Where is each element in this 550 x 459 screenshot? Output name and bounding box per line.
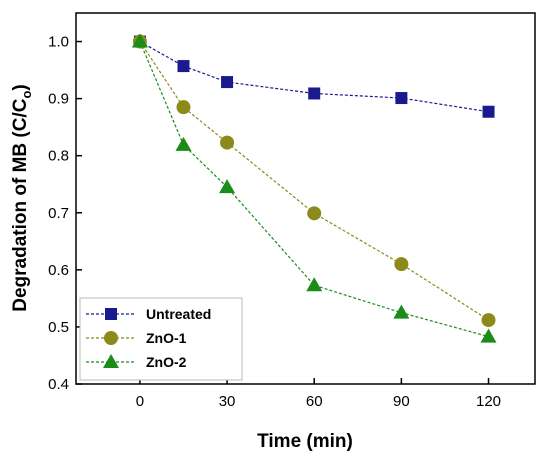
- x-tick-label: 90: [393, 393, 410, 410]
- data-point-untreated: [482, 105, 495, 118]
- data-point-zno-2: [175, 136, 192, 151]
- data-point-zno-2: [131, 33, 148, 48]
- y-axis-title-subscript: o: [19, 91, 34, 99]
- data-point-untreated: [177, 60, 190, 73]
- y-tick-label: 0.8: [48, 148, 69, 165]
- x-tick-label: 60: [306, 393, 323, 410]
- series-layer: [131, 33, 497, 343]
- y-tick-label: 0.9: [48, 91, 69, 108]
- y-axis-title: Degradation of MB (C/Co): [10, 84, 34, 312]
- legend-label: ZnO-2: [146, 354, 187, 370]
- x-tick-label: 120: [476, 393, 501, 410]
- x-tick-label: 0: [136, 393, 144, 410]
- data-point-zno-2: [480, 328, 497, 343]
- data-point-zno-1: [481, 313, 496, 328]
- data-point-zno-1: [394, 257, 409, 272]
- data-point-zno-2: [393, 304, 410, 319]
- x-tick-label: 30: [219, 393, 236, 410]
- data-point-untreated: [221, 76, 234, 89]
- legend-label: ZnO-1: [146, 330, 187, 346]
- data-point-zno-1: [220, 135, 235, 150]
- plot-frame: [75, 12, 536, 385]
- x-axis-ticks: 0 30 60 90 120: [136, 378, 501, 410]
- data-point-untreated: [308, 87, 321, 100]
- x-axis-title: Time (min): [257, 431, 353, 452]
- legend-marker: [103, 354, 119, 368]
- legend-marker: [104, 331, 118, 345]
- series-line-zno-2: [139, 41, 489, 338]
- y-tick-label: 0.5: [48, 319, 69, 336]
- legend-label: Untreated: [146, 306, 211, 322]
- y-axis-title-close: ): [10, 84, 31, 90]
- legend-marker: [105, 308, 117, 320]
- y-tick-label: 0.4: [48, 376, 69, 393]
- data-point-zno-2: [306, 277, 323, 292]
- y-tick-label: 1.0: [48, 34, 69, 51]
- y-tick-label: 0.6: [48, 262, 69, 279]
- data-point-zno-1: [307, 206, 322, 221]
- y-tick-label: 0.7: [48, 205, 69, 222]
- y-axis-title-main: Degradation of MB (C/C: [10, 98, 31, 311]
- series-line-zno-1: [139, 41, 489, 321]
- y-axis-ticks: 0.4 0.5 0.6 0.7 0.8 0.9 1.0: [48, 34, 82, 393]
- legend: Untreated ZnO-1 ZnO-2: [79, 297, 243, 381]
- series-line-untreated: [139, 41, 489, 113]
- data-point-untreated: [395, 92, 408, 105]
- data-point-zno-1: [176, 100, 191, 115]
- data-point-zno-2: [219, 179, 236, 194]
